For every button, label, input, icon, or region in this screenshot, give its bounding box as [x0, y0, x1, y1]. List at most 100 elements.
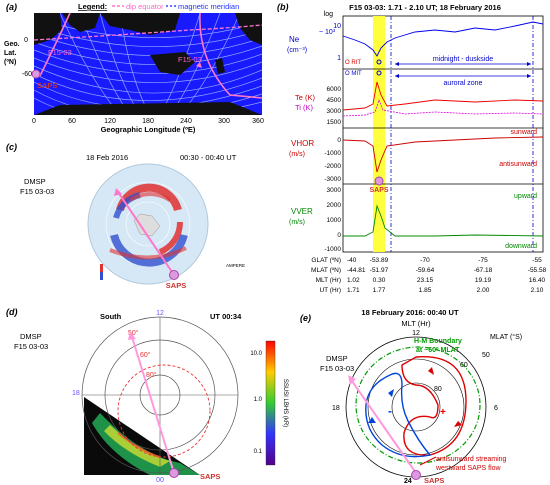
te-series — [342, 81, 544, 111]
row2-col3: 19.19 — [475, 277, 492, 284]
e-mlat-label: MLAT (°S) — [490, 333, 522, 341]
legend-dip-text: dip equator — [126, 2, 164, 11]
saps-label-c: SAPS — [166, 281, 186, 290]
downward-label: downward — [505, 243, 537, 250]
d-mlt-12: 12 — [156, 310, 164, 317]
upward-label: upward — [514, 193, 537, 200]
track-right — [199, 12, 263, 99]
xtick-360: 360 — [252, 118, 264, 125]
d-lat-50: 50° — [128, 329, 139, 337]
row1-col2: -59.64 — [416, 267, 435, 274]
row2-col2: 23.15 — [417, 277, 434, 284]
vver-tick-0: 0 — [337, 232, 341, 239]
ylabel-line-2: Lat. — [4, 50, 17, 57]
colorbar — [265, 340, 276, 466]
magnetic-meridians — [34, 13, 262, 115]
cbar-tick-10: 10.0 — [250, 351, 262, 357]
mit-marker — [376, 70, 382, 76]
ne-label: Ne — [289, 35, 300, 44]
saps-marker-e — [411, 470, 421, 480]
t-tick-1500: 1500 — [327, 119, 342, 126]
legend-mag-text: magnetic meridian — [178, 2, 239, 11]
panel-a-label: (a) — [6, 2, 17, 12]
row2-name: MLT (Hr) — [316, 277, 341, 284]
row0-col1: -53.89 — [370, 257, 389, 264]
ephemeris-table: GLAT (ºN) -40 -53.89 -70 -75 -55 MLAT (º… — [311, 257, 547, 294]
e-mlt-12: 12 — [412, 330, 420, 337]
t-tick-4500: 4500 — [327, 97, 342, 104]
e-mlt-6: 6 — [494, 405, 498, 412]
row2-col4: 16.40 — [529, 277, 546, 284]
te-label: Te (K) — [295, 93, 316, 102]
vver-series — [343, 204, 544, 237]
anti-label-2: westward SAPS flow — [435, 465, 502, 472]
saps-marker-b — [374, 176, 384, 186]
ampere-label: AMPERE — [226, 263, 245, 268]
ne-unit: (cm⁻³) — [287, 47, 307, 54]
sunward-label: sunward — [511, 129, 538, 136]
row2-col0: 1.02 — [347, 277, 360, 284]
mlt-hr-label: MLT (Hr) — [401, 319, 431, 328]
panel-c-sat-1: DMSP — [24, 177, 46, 186]
vver-tick-m1000: -1000 — [324, 246, 341, 253]
row1-name: MLAT (ºN) — [311, 267, 341, 274]
row3-col1: 1.77 — [373, 287, 386, 294]
vver-tick-2000: 2000 — [327, 202, 342, 209]
world-map-figure: Legend: dip equator magnetic meridian — [4, 2, 264, 134]
row1-col0: -44.81 — [347, 267, 366, 274]
xtick-180: 180 — [142, 118, 154, 125]
panel-a: (a) Legend: dip equator magnetic meridia… — [0, 0, 270, 135]
ti-label: Ti (K) — [295, 103, 314, 112]
ylabel-line-1: Geo. — [4, 41, 20, 48]
row3-col2: 1.85 — [419, 287, 432, 294]
track-label-1: F15-03 — [48, 48, 72, 57]
ytick-0: 0 — [24, 37, 28, 44]
panel-e: (e) 18 February 2016: 00:40 UT MLT (Hr) … — [290, 305, 550, 485]
ylabel-line-3: (ºN) — [4, 59, 16, 66]
saps-marker-d — [169, 468, 179, 478]
row3-col0: 1.71 — [347, 287, 360, 294]
ring-80 — [391, 382, 441, 432]
e-mlt-24: 24 — [404, 478, 412, 485]
panel-d-label: (d) — [6, 307, 18, 317]
cbar-tick-01: 0.1 — [254, 449, 263, 455]
panel-e-label: (e) — [300, 313, 311, 323]
d-mlt-18: 18 — [72, 390, 80, 397]
t-tick-6000: 6000 — [327, 86, 342, 93]
vver-unit: (m/s) — [289, 219, 305, 226]
d-track — [131, 336, 175, 474]
ne-scale: ~ 10³ — [319, 29, 336, 36]
row1-col1: -51.97 — [370, 267, 389, 274]
panel-b-label: (b) — [277, 2, 289, 12]
ring-label-80: 80 — [434, 386, 442, 393]
d-lat-80: 80° — [146, 371, 157, 379]
cbar-label: SSUSI LBHS (kR) — [282, 379, 288, 427]
hm-label-2: at ~60º MLAT — [416, 347, 460, 354]
saps-label-e: SAPS — [424, 476, 444, 485]
panel-c-sat-2: F15 03-03 — [20, 187, 54, 196]
row3-col3: 2.00 — [477, 287, 490, 294]
vhor-series — [342, 136, 544, 173]
saps-label-b: SAPS — [369, 187, 388, 194]
vver-label: VVER — [291, 207, 313, 216]
cbar-tick-1: 1.0 — [254, 397, 263, 403]
panel-d: (d) South UT 00:34 DMSP F15 03-03 12 18 … — [0, 305, 290, 485]
row0-col0: -40 — [347, 257, 357, 264]
saps-marker-c — [169, 270, 179, 280]
legend-title: Legend: — [78, 2, 107, 11]
saps-label: SAPS — [37, 81, 57, 90]
panel-d-ut: UT 00:34 — [210, 312, 242, 321]
vver-tick-1000: 1000 — [327, 217, 342, 224]
e-mlt-18: 18 — [332, 405, 340, 412]
anti-arrow — [419, 456, 437, 466]
panel-d-hemisphere: South — [100, 312, 122, 321]
panel-c-date: 18 Feb 2016 — [86, 153, 128, 162]
vhor-tick-1000: -1000 — [324, 150, 341, 157]
hm-boundary — [355, 346, 481, 464]
ytick-60: -60 — [22, 71, 32, 78]
rit-label: O RIT — [345, 60, 361, 66]
track-label-2: F15-03 — [178, 55, 202, 64]
panel-b: (b) F15 03-03: 1.71 - 2.10 UT; 18 Februa… — [275, 0, 550, 305]
hm-label-1: H-M Boundary — [414, 338, 462, 345]
track-left — [39, 12, 71, 77]
